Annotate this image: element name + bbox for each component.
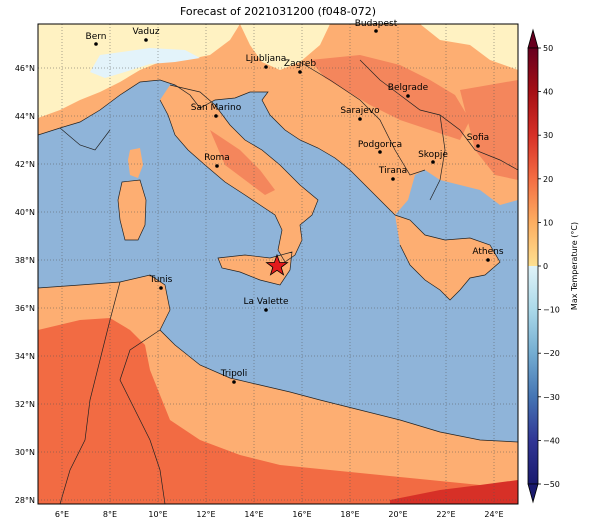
city-label: Bern (86, 32, 107, 42)
lat-tick-label: 44°N (15, 112, 35, 121)
city-dot (159, 286, 163, 290)
colorbar-tick-label: −20 (543, 349, 560, 358)
colorbar-tick-label: −40 (543, 436, 560, 445)
city-dot (374, 29, 378, 33)
city-label: Sarajevo (340, 106, 380, 116)
sardinia-land (118, 180, 146, 240)
colorbar-tick-label: −50 (543, 480, 560, 489)
lon-tick-label: 14°E (244, 510, 263, 519)
gridlines (38, 24, 518, 504)
city-label: Ljubljana (246, 54, 287, 64)
colorbar-bar (527, 47, 539, 485)
city-dot (431, 160, 435, 164)
city-label: Skopje (418, 150, 448, 160)
africa-hottest (390, 480, 518, 504)
city-dot (391, 177, 395, 181)
colorbar-tick-label: 40 (543, 88, 553, 97)
city-label: Vaduz (132, 27, 159, 37)
lat-tick-label: 30°N (15, 448, 35, 457)
africa-hot (38, 318, 518, 504)
city-dot (232, 380, 236, 384)
lat-tick-labels: 28°N 30°N 32°N 34°N 36°N 38°N 40°N 42°N 44°N 46°N (15, 64, 35, 505)
lat-tick-label: 38°N (15, 256, 35, 265)
city-label: Belgrade (388, 83, 429, 93)
lon-tick-label: 24°E (484, 510, 503, 519)
alps-cool-area (38, 24, 240, 118)
city-dot (215, 164, 219, 168)
corsica-land (128, 148, 143, 178)
east-cool-area (420, 24, 518, 70)
city-label: Sofia (467, 133, 489, 143)
lat-tick-label: 28°N (15, 496, 35, 505)
city-dot (476, 144, 480, 148)
colorbar-top-arrow (527, 28, 539, 49)
city-label: Budapest (355, 19, 398, 29)
hot-area-east (460, 80, 518, 180)
lat-tick-label: 34°N (15, 352, 35, 361)
colorbar-tick-label: 30 (543, 131, 553, 140)
city-dot (214, 114, 218, 118)
city-label: Roma (204, 153, 230, 163)
city-label: San Marino (191, 103, 242, 113)
city-label: Zagreb (284, 59, 316, 69)
colorbar-bottom-arrow (527, 483, 539, 504)
lon-tick-label: 20°E (388, 510, 407, 519)
city-dot (94, 42, 98, 46)
lat-tick-label: 36°N (15, 304, 35, 313)
colorbar-tick-label: −10 (543, 306, 560, 315)
city-label: Tirana (378, 166, 407, 176)
colorbar-tick-label: −30 (543, 393, 560, 402)
city-dot (298, 70, 302, 74)
city-dot (358, 117, 362, 121)
star-marker (265, 253, 289, 276)
colorbar: 50 40 30 20 10 0 −10 −20 −30 −40 −50 Max Temperatu… (527, 28, 579, 504)
italy-hot (210, 130, 275, 195)
greece-land (395, 215, 500, 300)
lat-tick-label: 46°N (15, 64, 35, 73)
colorbar-tick-label: 10 (543, 218, 553, 227)
city-dot (144, 38, 148, 42)
city-dot (264, 65, 268, 69)
city-dot (264, 308, 268, 312)
lat-tick-label: 40°N (15, 208, 35, 217)
alps-cold-area (90, 48, 200, 78)
city-dot (406, 94, 410, 98)
map-frame (37, 23, 519, 505)
lat-tick-label: 42°N (15, 160, 35, 169)
colorbar-tick-label: 0 (543, 262, 548, 271)
city-label: La Valette (244, 297, 289, 307)
city-dot (378, 150, 382, 154)
colorbar-tick-label: 50 (543, 44, 553, 53)
lon-tick-label: 12°E (196, 510, 215, 519)
map-title: Forecast of 2021031200 (f048-072) (179, 5, 377, 18)
lon-tick-label: 8°E (103, 510, 117, 519)
colorbar-label: Max Temperature (°C) (570, 222, 579, 310)
city-label: Athens (472, 247, 503, 257)
city-label: Podgorica (358, 140, 402, 150)
lon-tick-label: 22°E (436, 510, 455, 519)
city-label: Tunis (149, 275, 173, 285)
lon-tick-label: 10°E (148, 510, 167, 519)
lat-tick-label: 32°N (15, 400, 35, 409)
lon-tick-label: 16°E (292, 510, 311, 519)
borders (38, 59, 518, 504)
hot-area-north (310, 55, 470, 140)
lon-tick-labels: 6°E 8°E 10°E 12°E 14°E 16°E 18°E 20°E 22°E 24°E (55, 510, 504, 519)
lon-tick-label: 18°E (340, 510, 359, 519)
colorbar-tick-label: 20 (543, 175, 553, 184)
lon-tick-label: 6°E (55, 510, 69, 519)
balkan-cool-area (240, 24, 330, 70)
city-label: Tripoli (220, 369, 248, 379)
city-dot (486, 258, 490, 262)
map-area (38, 24, 518, 504)
